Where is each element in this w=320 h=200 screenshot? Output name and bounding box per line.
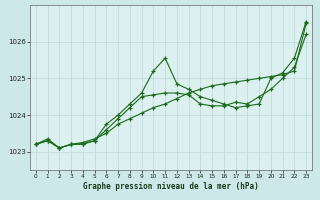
X-axis label: Graphe pression niveau de la mer (hPa): Graphe pression niveau de la mer (hPa) xyxy=(83,182,259,191)
